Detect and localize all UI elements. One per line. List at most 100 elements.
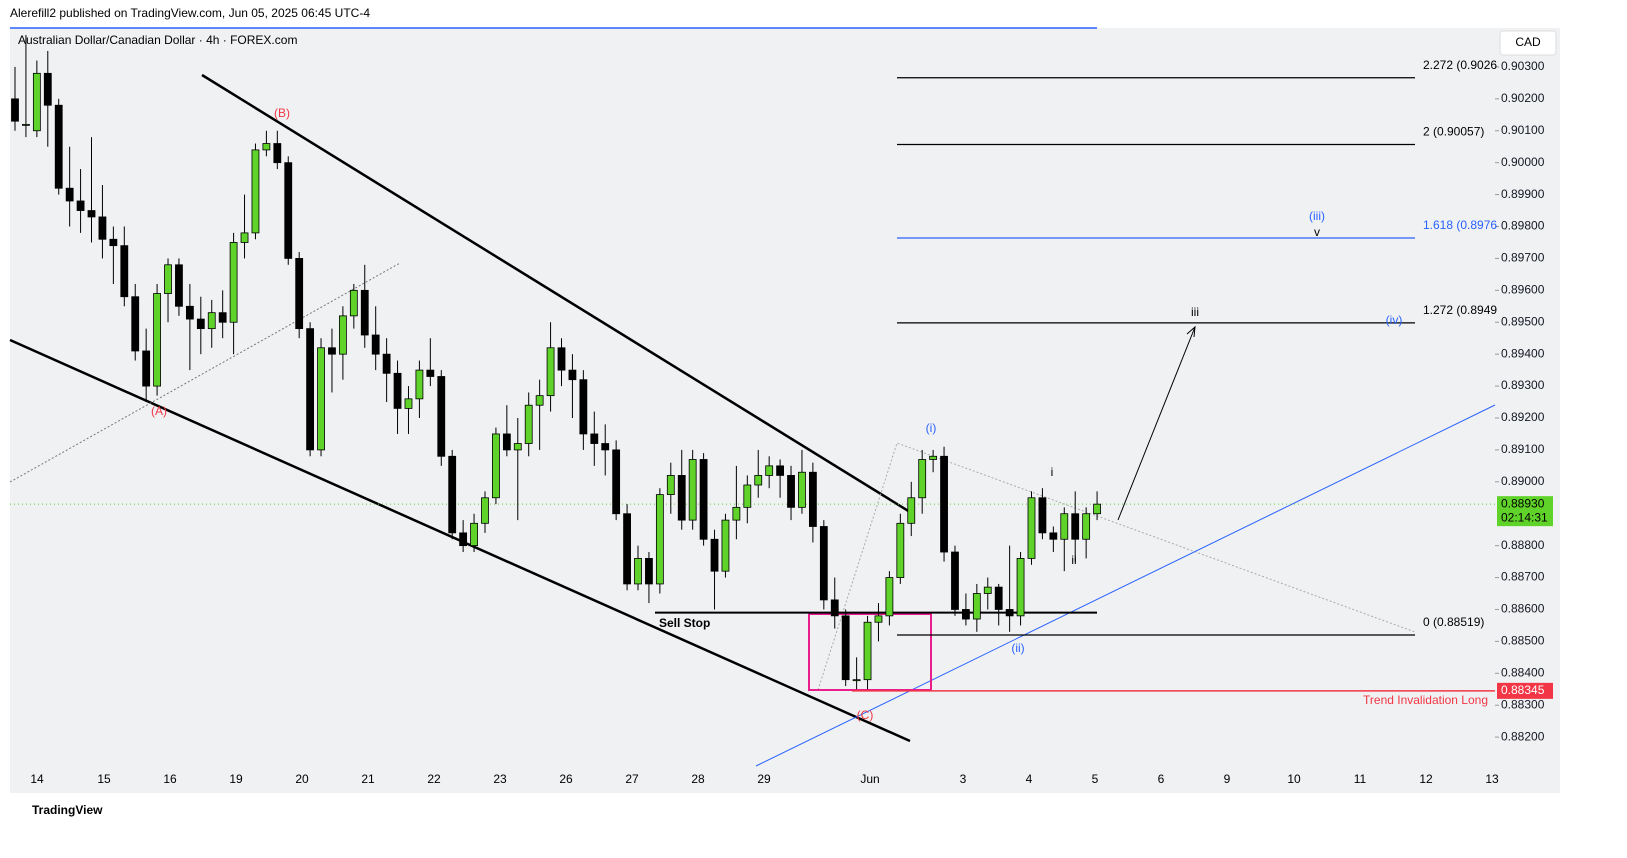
candle-body (787, 475, 795, 508)
candle-body (546, 347, 555, 397)
y-tick-label: 0.89400 (1501, 346, 1545, 360)
countdown: 02:14:31 (1501, 510, 1548, 524)
candle-body (994, 586, 1003, 610)
candle-body (590, 433, 599, 444)
candle-body (54, 104, 63, 189)
x-tick-label: 15 (97, 772, 111, 786)
x-tick-label: 14 (30, 772, 44, 786)
y-tick-label: 0.90300 (1501, 59, 1545, 73)
candle-body (655, 494, 664, 585)
wave-label: (iii) (1309, 209, 1325, 223)
candle-body (874, 615, 883, 623)
candle-body (349, 289, 358, 317)
candle-body (240, 232, 249, 243)
y-tick-label: 0.90100 (1501, 123, 1545, 137)
invalidation-box (1497, 682, 1553, 699)
y-tick-label: 0.88600 (1501, 602, 1545, 616)
y-tick-label: 0.89700 (1501, 251, 1545, 265)
x-tick-label: 29 (757, 772, 771, 786)
wave-label: (ii) (1011, 641, 1024, 655)
price-axis-bg (1495, 28, 1560, 793)
x-tick-label: 13 (1485, 772, 1499, 786)
candle-body (371, 334, 380, 355)
candle-body (929, 455, 938, 460)
candle-body (185, 305, 194, 320)
candle-body (852, 679, 861, 682)
candle-body (677, 475, 686, 521)
wave-label: i (1051, 465, 1054, 479)
x-tick-label: 26 (559, 772, 573, 786)
y-tick-label: 0.89000 (1501, 474, 1545, 488)
wave-label: v (1314, 225, 1320, 239)
candle-body (557, 347, 566, 371)
candle-body (131, 296, 140, 352)
candle-body (87, 210, 96, 218)
candle-body (1016, 558, 1025, 617)
candle-body (1049, 532, 1058, 540)
channel-upper (201, 73, 911, 514)
candle-body (754, 475, 763, 486)
candle-body (983, 586, 992, 594)
candle-body (415, 369, 424, 400)
candle-body (863, 621, 872, 681)
time-axis-bg (10, 770, 1495, 793)
x-tick-label: 28 (691, 772, 705, 786)
candle-body (1082, 513, 1091, 540)
y-tick-label: 0.88800 (1501, 538, 1545, 552)
currency[interactable]: CAD (1515, 35, 1541, 49)
candle-body (841, 615, 850, 681)
x-tick-label: 9 (1224, 772, 1231, 786)
candle-body (218, 312, 227, 323)
y-tick-label: 0.88200 (1501, 729, 1545, 743)
candle-body (317, 347, 325, 451)
x-tick-label: 11 (1354, 772, 1367, 786)
candle-body (645, 558, 653, 585)
candle-body (284, 162, 293, 259)
candle-body (295, 258, 304, 330)
y-tick-label: 0.88700 (1501, 570, 1545, 584)
currency-box[interactable] (1499, 30, 1557, 56)
y-tick-label: 0.88300 (1501, 697, 1545, 711)
chart-title: Australian Dollar/Canadian Dollar · 4h ·… (18, 33, 297, 47)
candle-body (710, 538, 719, 572)
candle-body (830, 599, 839, 617)
wave-label: iii (1191, 305, 1199, 319)
candle-body (808, 471, 817, 527)
candle-body (612, 449, 621, 515)
candle-body (798, 471, 806, 508)
candle-body (382, 353, 391, 374)
x-tick-label: 19 (229, 772, 243, 786)
trendline (755, 404, 1496, 767)
candle-body (76, 200, 85, 211)
candle-body (885, 577, 894, 617)
candle-body (404, 398, 413, 409)
y-tick-label: 0.89200 (1501, 410, 1545, 424)
publish-info: Alerefill2 published on TradingView.com,… (10, 6, 370, 20)
candle-body (1038, 497, 1047, 534)
candle-body (481, 497, 489, 524)
x-tick-label: Jun (860, 772, 879, 786)
candle-body (11, 98, 19, 122)
candle-body (732, 506, 741, 521)
x-tick-label: 10 (1287, 772, 1301, 786)
candle-body (666, 475, 675, 495)
candle-body (765, 465, 774, 476)
x-tick-label: 22 (427, 772, 441, 786)
candle-body (907, 497, 916, 524)
zone-box (808, 613, 932, 691)
y-tick-label: 0.90200 (1501, 91, 1545, 105)
candle-body (65, 187, 74, 202)
x-tick-label: 4 (1026, 772, 1033, 786)
fib-label: 1.272 (0.8949 (1423, 303, 1497, 317)
last-price-label: 0.88930 (1501, 496, 1545, 510)
candle-body (1071, 513, 1080, 540)
candle-body (229, 242, 238, 323)
candle-body (819, 526, 828, 601)
candle-body (524, 404, 533, 444)
candle-body (98, 216, 107, 240)
candle-body (502, 433, 511, 451)
candle-body (448, 455, 457, 534)
candle-body (1060, 513, 1069, 540)
